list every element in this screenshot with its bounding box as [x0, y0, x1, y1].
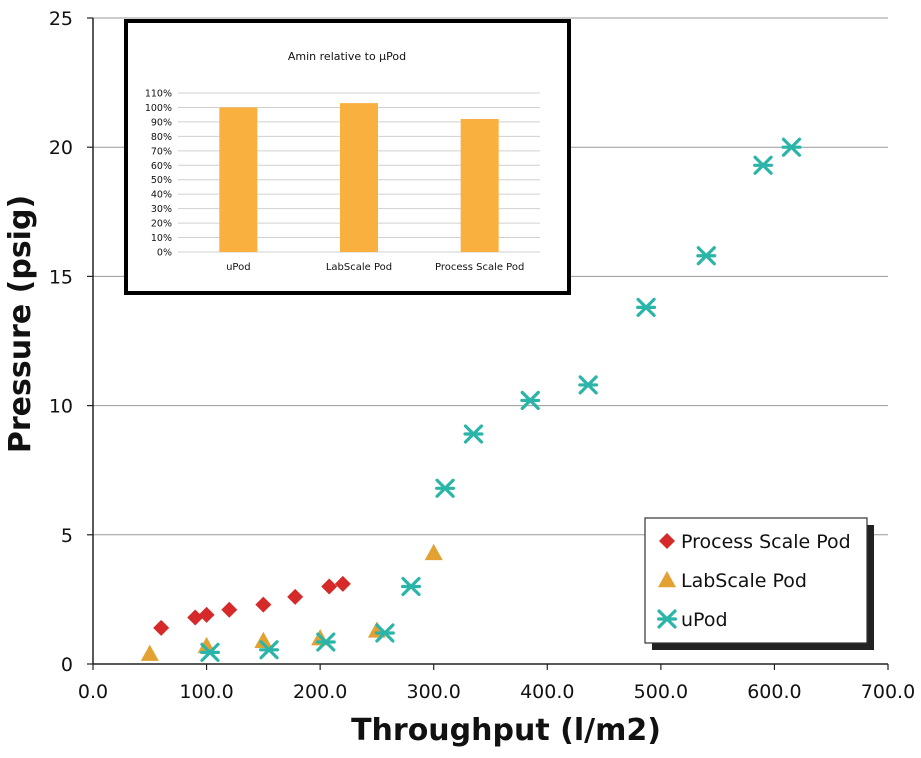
legend-label: LabScale Pod [681, 570, 807, 592]
x-tick-label: 400.0 [520, 681, 574, 703]
point-process-scale-pod [198, 606, 215, 623]
y-axis-title: Pressure (psig) [3, 195, 38, 453]
legend-label: uPod [681, 609, 728, 631]
y-tick-label: 25 [49, 8, 73, 30]
point-process-scale-pod [221, 601, 238, 618]
x-axis-title: Throughput (l/m2) [351, 713, 661, 748]
inset-y-tick-label: 80% [151, 132, 172, 143]
inset-bar [340, 103, 378, 252]
inset-y-tick-label: 40% [151, 190, 172, 201]
y-tick-label: 5 [61, 525, 73, 547]
legend-marker-labscale-pod [658, 571, 676, 588]
main-tick-labels: 0 5 10 15 20 25 0.0 100.0 200.0 300.0 400.0 500.0 60… [49, 8, 915, 703]
inset-category-label: LabScale Pod [326, 262, 392, 273]
point-upod [199, 642, 220, 662]
point-upod [259, 640, 280, 660]
point-process-scale-pod [287, 588, 304, 605]
inset-y-tick-label: 30% [151, 204, 172, 215]
point-process-scale-pod [187, 609, 204, 626]
inset-y-tick-label: 20% [151, 219, 172, 230]
main-axes [87, 17, 889, 670]
legend-label: Process Scale Pod [681, 531, 851, 553]
y-tick-label: 20 [49, 137, 73, 159]
x-tick-label: 700.0 [861, 681, 915, 703]
point-upod [401, 576, 421, 597]
y-tick-label: 0 [61, 654, 73, 676]
point-process-scale-pod [334, 575, 351, 592]
inset-y-tick-label: 90% [151, 117, 172, 128]
point-labscale-pod [424, 543, 443, 561]
point-upod [578, 375, 599, 395]
point-upod [636, 297, 657, 318]
inset-y-tick-label: 10% [151, 233, 172, 244]
point-labscale-pod [254, 631, 273, 648]
inset-bar [460, 119, 499, 252]
y-tick-label: 10 [49, 396, 73, 418]
inset-bar-chart: Amin relative to µPod 0% 10% 20% 30% 40% 50% 60… [124, 19, 571, 295]
x-tick-label: 600.0 [747, 681, 801, 703]
inset-y-tick-label: 70% [151, 146, 172, 157]
point-upod [315, 632, 336, 652]
inset-y-tick-label: 50% [151, 175, 172, 186]
point-upod [435, 478, 456, 498]
point-process-scale-pod [153, 619, 170, 636]
point-process-scale-pod [321, 578, 338, 595]
inset-category-label: Process Scale Pod [435, 262, 524, 273]
inset-y-tick-label: 110% [145, 89, 172, 100]
inset-category-label: uPod [226, 262, 250, 273]
point-upod [520, 390, 541, 411]
inset-y-tick-label: 100% [145, 103, 172, 114]
x-tick-label: 0.0 [78, 681, 108, 703]
point-upod [753, 155, 774, 175]
point-labscale-pod [140, 644, 159, 661]
point-upod [374, 623, 395, 643]
point-upod [696, 246, 717, 266]
legend-marker-process-scale-pod [659, 533, 675, 549]
y-tick-label: 15 [49, 266, 73, 288]
legend-marker-upod [656, 609, 678, 629]
x-tick-label: 200.0 [293, 681, 347, 703]
inset-y-tick-label: 60% [151, 161, 172, 172]
main-data-points [140, 137, 802, 662]
point-process-scale-pod [255, 596, 272, 613]
x-tick-label: 100.0 [179, 681, 233, 703]
legend-box [644, 517, 868, 644]
inset-y-tick-label: 0% [157, 248, 172, 259]
point-upod [463, 424, 484, 444]
inset-bar [219, 107, 258, 252]
point-upod [781, 137, 802, 157]
inset-title: Amin relative to µPod [288, 50, 406, 63]
x-tick-label: 300.0 [407, 681, 461, 703]
legend: Process Scale Pod LabScale Pod uPod [644, 517, 874, 650]
x-tick-label: 500.0 [634, 681, 688, 703]
